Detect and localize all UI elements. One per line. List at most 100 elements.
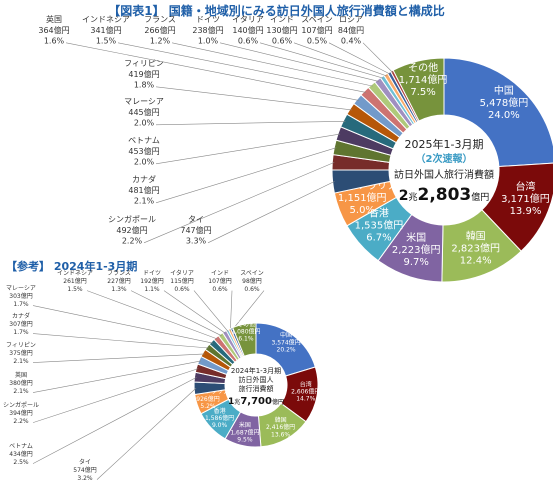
slice-label-amount: 1,151億円 [338, 191, 387, 204]
slice-label-pct: 5.2% [200, 403, 216, 410]
callout-amount: 375億円 [9, 349, 32, 357]
callout-amount: 341億円 [90, 25, 121, 35]
callout-pct: 1.8% [134, 81, 155, 90]
center-total: 1兆7,700億円 [228, 396, 284, 407]
slice-label-name: 台湾 [300, 380, 312, 388]
callout-name: インド [270, 15, 294, 24]
callout-amount: 266億円 [144, 25, 175, 35]
slice-label-pct: 9.7% [403, 257, 428, 268]
callout-pct: 1.3% [111, 286, 127, 293]
center-period: 2024年1-3月期 [231, 366, 281, 375]
slice-label-pct: 12.4% [460, 256, 492, 267]
leader-line [155, 86, 352, 111]
callout-name: スペイン [301, 15, 332, 24]
callout-amount: 380億円 [9, 379, 32, 387]
callout-amount: 747億円 [180, 225, 211, 235]
slice-label-amount: 2,223億円 [392, 243, 441, 256]
center-label: 訪日外国人旅行消費額 [394, 168, 494, 181]
callout-pct: 2.0% [134, 158, 155, 167]
leader-line [163, 290, 226, 334]
slice-label-amount: 1,080億円 [231, 327, 260, 335]
slice-label-name: 米国 [406, 231, 426, 244]
slice-label-pct: 13.9% [510, 206, 542, 217]
callout-name: タイ [188, 215, 204, 224]
callout-amount: 394億円 [9, 409, 32, 417]
slice-china [443, 57, 553, 168]
callout-pct: 1.0% [198, 37, 219, 46]
callout-amount: 574億円 [73, 466, 96, 474]
slice-label-amount: 1,714億円 [399, 73, 448, 86]
callout-pct: 1.7% [13, 301, 29, 308]
leader-line [219, 42, 379, 82]
leader-line [32, 360, 202, 393]
leader-line [171, 42, 373, 87]
callout-name: フランス [107, 270, 131, 277]
leader-line [32, 333, 209, 349]
center-note: （2次速報） [416, 152, 473, 165]
slice-label-amount: 1,687億円 [230, 428, 259, 436]
callout-amount: 481億円 [128, 185, 159, 195]
callout-pct: 0.6% [174, 286, 190, 293]
slice-label-name: 中国 [494, 84, 514, 97]
callout-name: イタリア [232, 15, 264, 24]
callout-name: マレーシア [124, 97, 164, 106]
reference-title: 【参考】 2024年1-3月期 [6, 260, 138, 273]
callout-pct: 2.1% [134, 197, 155, 206]
callout-pct: 2.2% [122, 237, 143, 246]
leader-line [65, 42, 359, 101]
callout-name: ベトナム [9, 443, 33, 450]
callout-name: カナダ [132, 174, 156, 184]
callout-pct: 1.7% [13, 329, 29, 336]
callout-pct: 0.5% [307, 37, 328, 46]
callout-pct: 1.2% [150, 37, 171, 46]
callout-name: ドイツ [196, 15, 220, 24]
slice-label-amount: 926億円 [196, 395, 219, 403]
slice-label-pct: 20.2% [277, 347, 296, 354]
slice-label-amount: 2,416億円 [266, 423, 295, 431]
callout-name: マレーシア [6, 285, 36, 292]
slice-label-amount: 1,535億円 [355, 218, 404, 231]
slice-label-pct: 5.0% [350, 205, 375, 216]
leader-line [143, 162, 335, 244]
slice-label-pct: 14.7% [296, 396, 315, 403]
slice-label-amount: 1,586億円 [205, 414, 234, 422]
callout-name: スペイン [240, 270, 264, 277]
callout-name: 英国 [15, 371, 27, 379]
leader-line [32, 305, 214, 344]
slice-label-name: 韓国 [466, 231, 486, 243]
callout-pct: 0.6% [272, 37, 293, 46]
callout-name: 英国 [46, 14, 62, 24]
slice-label-name: 米国 [239, 421, 251, 429]
callout-pct: 2.2% [13, 418, 29, 425]
callout-name: イタリア [170, 269, 194, 277]
leader-line [155, 133, 341, 165]
leader-line [207, 181, 335, 244]
callout-amount: 140億円 [232, 25, 263, 35]
leader-line [130, 290, 222, 337]
callout-pct: 1.5% [96, 37, 117, 46]
callout-name: インド [211, 270, 229, 277]
callout-amount: 115億円 [170, 277, 193, 285]
slice-label-pct: 9.0% [212, 422, 228, 429]
leader-line [259, 42, 384, 79]
slice-label-pct: 6.7% [366, 232, 391, 243]
callout-pct: 2.1% [13, 358, 29, 365]
slice-label-amount: 2,823億円 [451, 242, 500, 255]
leader-line [96, 387, 197, 480]
callout-pct: 1.6% [44, 37, 65, 46]
leader-line [328, 42, 391, 75]
center-label-2: 旅行消費額 [239, 384, 274, 393]
callout-name: インドネシア [57, 270, 93, 277]
callout-name: フィリピン [124, 59, 164, 68]
slice-label-amount: 2,606億円 [291, 387, 320, 395]
callout-amount: 238億円 [192, 25, 223, 35]
leader-line [32, 353, 205, 363]
callout-name: カナダ [12, 312, 30, 320]
callout-amount: 107億円 [301, 25, 332, 35]
callout-pct: 3.3% [186, 237, 207, 246]
callout-pct: 1.5% [67, 286, 83, 293]
slice-label-pct: 13.6% [271, 431, 290, 438]
leader-line [32, 377, 197, 464]
callout-amount: 434億円 [9, 450, 32, 458]
